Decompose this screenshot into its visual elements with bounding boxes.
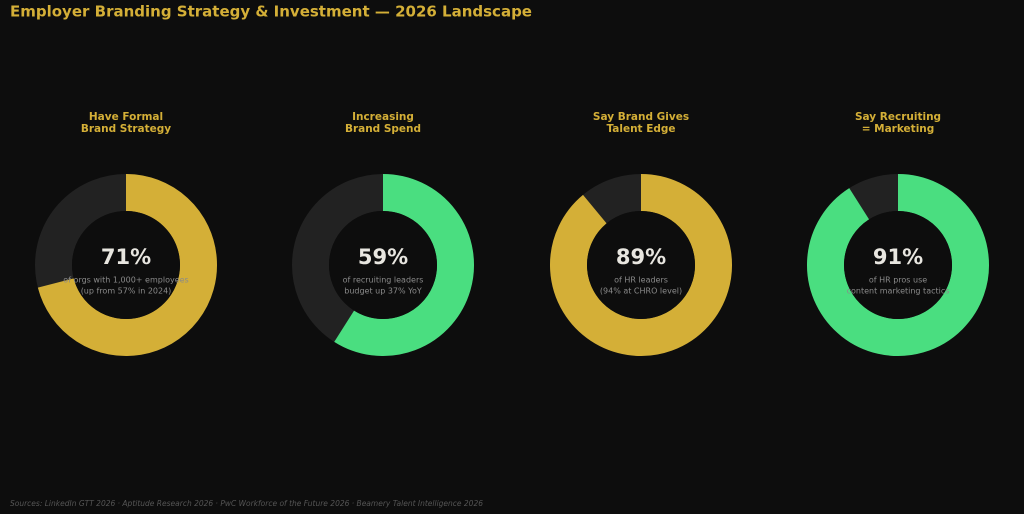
donut-arc (37, 174, 217, 356)
donut-title: = Marketing (862, 123, 935, 135)
donut-title: Say Recruiting (855, 111, 941, 123)
sources: Sources: LinkedIn GTT 2026 · Aptitude Re… (10, 499, 483, 508)
note: of HR pros use (869, 276, 927, 285)
value-label: 59% (358, 245, 408, 269)
note: (94% at CHRO level) (600, 287, 682, 296)
note: (up from 57% in 2024) (81, 287, 172, 296)
donut-arc (807, 174, 989, 356)
donut-hole (587, 211, 695, 319)
donut-title: Brand Strategy (81, 123, 171, 135)
note: content marketing tactics (847, 287, 950, 296)
donut-hole (844, 211, 952, 319)
value-label: 89% (616, 245, 666, 269)
donut-title: Increasing (352, 111, 414, 123)
donut-hole (329, 211, 437, 319)
note: of HR leaders (614, 276, 668, 285)
donut-arc (550, 174, 732, 356)
donut-title: Talent Edge (606, 123, 675, 135)
donut-title: Say Brand Gives (593, 111, 689, 123)
note: budget up 37% YoY (344, 287, 422, 296)
donut-title: Have Formal (89, 111, 163, 123)
value-label: 91% (873, 245, 923, 269)
note: of recruiting leaders (343, 276, 424, 285)
page-title: Employer Branding Strategy & Investment … (10, 3, 532, 21)
donut-title: Brand Spend (345, 123, 421, 135)
note: of orgs with 1,000+ employees (63, 276, 188, 285)
value-label: 71% (101, 245, 151, 269)
donut-arc (334, 174, 474, 356)
donut-hole (72, 211, 180, 319)
